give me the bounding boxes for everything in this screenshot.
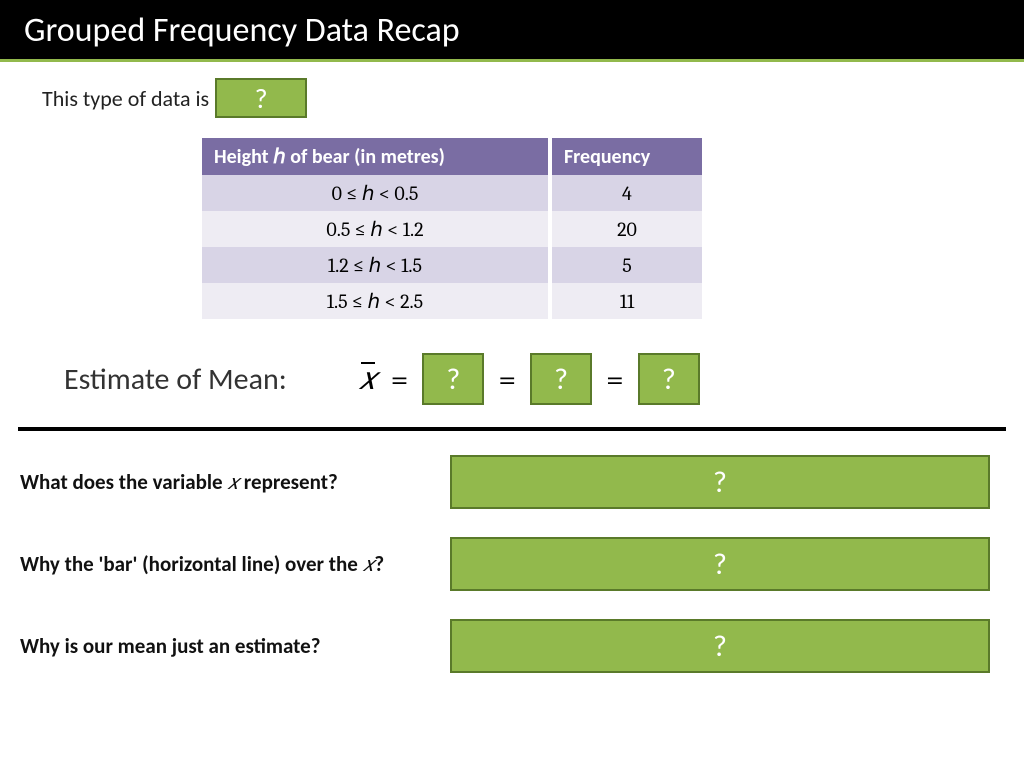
q2-x-symbol: 𝑥 xyxy=(363,553,375,577)
equals-sign: = xyxy=(391,361,409,398)
reveal-answer-1[interactable]: ? xyxy=(450,455,990,509)
equals-sign: = xyxy=(498,361,516,398)
range-cell: 0.5 ≤ ℎ < 1.2 xyxy=(202,211,550,247)
qa-section: What does the variable 𝑥 represent? ? Wh… xyxy=(0,455,1024,673)
reveal-mean-step-3[interactable]: ? xyxy=(638,353,700,405)
range-cell: 0 ≤ ℎ < 0.5 xyxy=(202,175,550,211)
question-1: What does the variable 𝑥 represent? xyxy=(0,469,450,495)
freq-cell: 5 xyxy=(550,247,702,283)
q2-text-pre: Why the 'bar' (horizontal line) over the xyxy=(20,551,363,577)
col-header-height: Height ℎ of bear (in metres) xyxy=(202,138,550,175)
reveal-answer-2[interactable]: ? xyxy=(450,537,990,591)
intro-row: This type of data is ? xyxy=(0,62,1024,118)
question-2: Why the 'bar' (horizontal line) over the… xyxy=(0,551,450,577)
mean-equation: 𝑥 = ? = ? = ? xyxy=(359,353,700,405)
question-3: Why is our mean just an estimate? xyxy=(0,633,450,659)
q1-x-symbol: 𝑥 xyxy=(227,471,239,495)
qa-row: What does the variable 𝑥 represent? ? xyxy=(0,455,1024,509)
mean-label: Estimate of Mean: xyxy=(64,361,287,398)
col-header-frequency: Frequency xyxy=(550,138,702,175)
reveal-mean-step-1[interactable]: ? xyxy=(422,353,484,405)
mean-row: Estimate of Mean: 𝑥 = ? = ? = ? xyxy=(64,353,1024,405)
intro-label: This type of data is xyxy=(42,85,209,112)
table-row: 1.5 ≤ ℎ < 2.5 11 xyxy=(202,283,702,319)
reveal-data-type[interactable]: ? xyxy=(215,78,307,118)
equals-sign: = xyxy=(606,361,624,398)
slide-title: Grouped Frequency Data Recap xyxy=(0,0,1024,59)
table-row: 0.5 ≤ ℎ < 1.2 20 xyxy=(202,211,702,247)
qa-row: Why the 'bar' (horizontal line) over the… xyxy=(0,537,1024,591)
q1-text-post: represent? xyxy=(239,469,338,495)
section-divider xyxy=(18,427,1006,431)
range-cell: 1.2 ≤ ℎ < 1.5 xyxy=(202,247,550,283)
frequency-table: Height ℎ of bear (in metres) Frequency 0… xyxy=(202,138,702,319)
reveal-mean-step-2[interactable]: ? xyxy=(530,353,592,405)
q2-text-post: ? xyxy=(374,551,384,577)
q1-text-pre: What does the variable xyxy=(20,469,227,495)
range-cell: 1.5 ≤ ℎ < 2.5 xyxy=(202,283,550,319)
table-row: 0 ≤ ℎ < 0.5 4 xyxy=(202,175,702,211)
freq-cell: 4 xyxy=(550,175,702,211)
freq-cell: 11 xyxy=(550,283,702,319)
reveal-answer-3[interactable]: ? xyxy=(450,619,990,673)
x-bar-symbol: 𝑥 xyxy=(359,360,377,398)
table-header-row: Height ℎ of bear (in metres) Frequency xyxy=(202,138,702,175)
table-row: 1.2 ≤ ℎ < 1.5 5 xyxy=(202,247,702,283)
freq-cell: 20 xyxy=(550,211,702,247)
qa-row: Why is our mean just an estimate? ? xyxy=(0,619,1024,673)
